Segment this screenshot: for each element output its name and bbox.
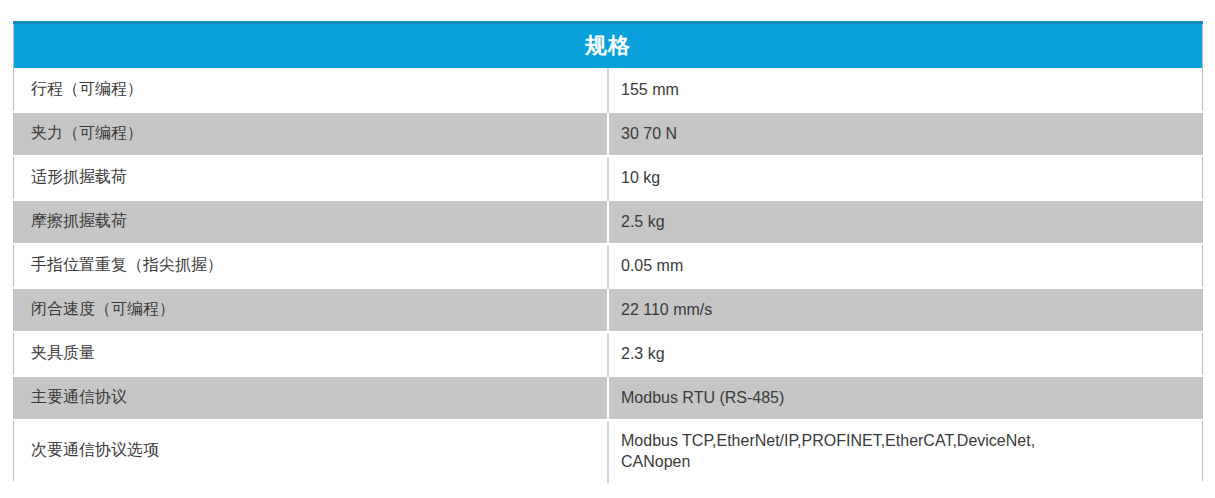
table-row: 适形抓握载荷 10 kg — [14, 156, 1203, 200]
spec-value: 2.5 kg — [608, 200, 1203, 244]
spec-value: 2.3 kg — [608, 332, 1203, 376]
page: 规格 行程（可编程） 155 mm 夹力（可编程） 30 70 N 适形抓握载荷… — [0, 0, 1215, 498]
table-row: 闭合速度（可编程） 22 110 mm/s — [14, 288, 1203, 332]
spec-label: 闭合速度（可编程） — [14, 288, 609, 332]
spec-label: 手指位置重复（指尖抓握） — [14, 244, 609, 288]
spec-table: 规格 行程（可编程） 155 mm 夹力（可编程） 30 70 N 适形抓握载荷… — [13, 21, 1203, 483]
spec-label: 适形抓握载荷 — [14, 156, 609, 200]
spec-table-header: 规格 — [14, 23, 1203, 68]
spec-label: 行程（可编程） — [14, 68, 609, 112]
spec-label: 夹具质量 — [14, 332, 609, 376]
spec-value: Modbus RTU (RS-485) — [608, 376, 1203, 420]
spec-table-body: 行程（可编程） 155 mm 夹力（可编程） 30 70 N 适形抓握载荷 10… — [14, 68, 1203, 482]
table-row: 手指位置重复（指尖抓握） 0.05 mm — [14, 244, 1203, 288]
table-row: 摩擦抓握载荷 2.5 kg — [14, 200, 1203, 244]
table-title: 规格 — [14, 23, 1203, 68]
header-row: 规格 — [14, 23, 1203, 68]
spec-value: 22 110 mm/s — [608, 288, 1203, 332]
spec-label: 主要通信协议 — [14, 376, 609, 420]
spec-value: Modbus TCP,EtherNet/IP,PROFINET,EtherCAT… — [608, 420, 1203, 482]
spec-value: 30 70 N — [608, 112, 1203, 156]
table-row: 行程（可编程） 155 mm — [14, 68, 1203, 112]
table-row: 夹力（可编程） 30 70 N — [14, 112, 1203, 156]
spec-value: 10 kg — [608, 156, 1203, 200]
spec-value: 155 mm — [608, 68, 1203, 112]
spec-value: 0.05 mm — [608, 244, 1203, 288]
spec-label: 次要通信协议选项 — [14, 420, 609, 482]
table-row: 主要通信协议 Modbus RTU (RS-485) — [14, 376, 1203, 420]
table-row: 夹具质量 2.3 kg — [14, 332, 1203, 376]
table-row: 次要通信协议选项 Modbus TCP,EtherNet/IP,PROFINET… — [14, 420, 1203, 482]
spec-label: 夹力（可编程） — [14, 112, 609, 156]
spec-label: 摩擦抓握载荷 — [14, 200, 609, 244]
